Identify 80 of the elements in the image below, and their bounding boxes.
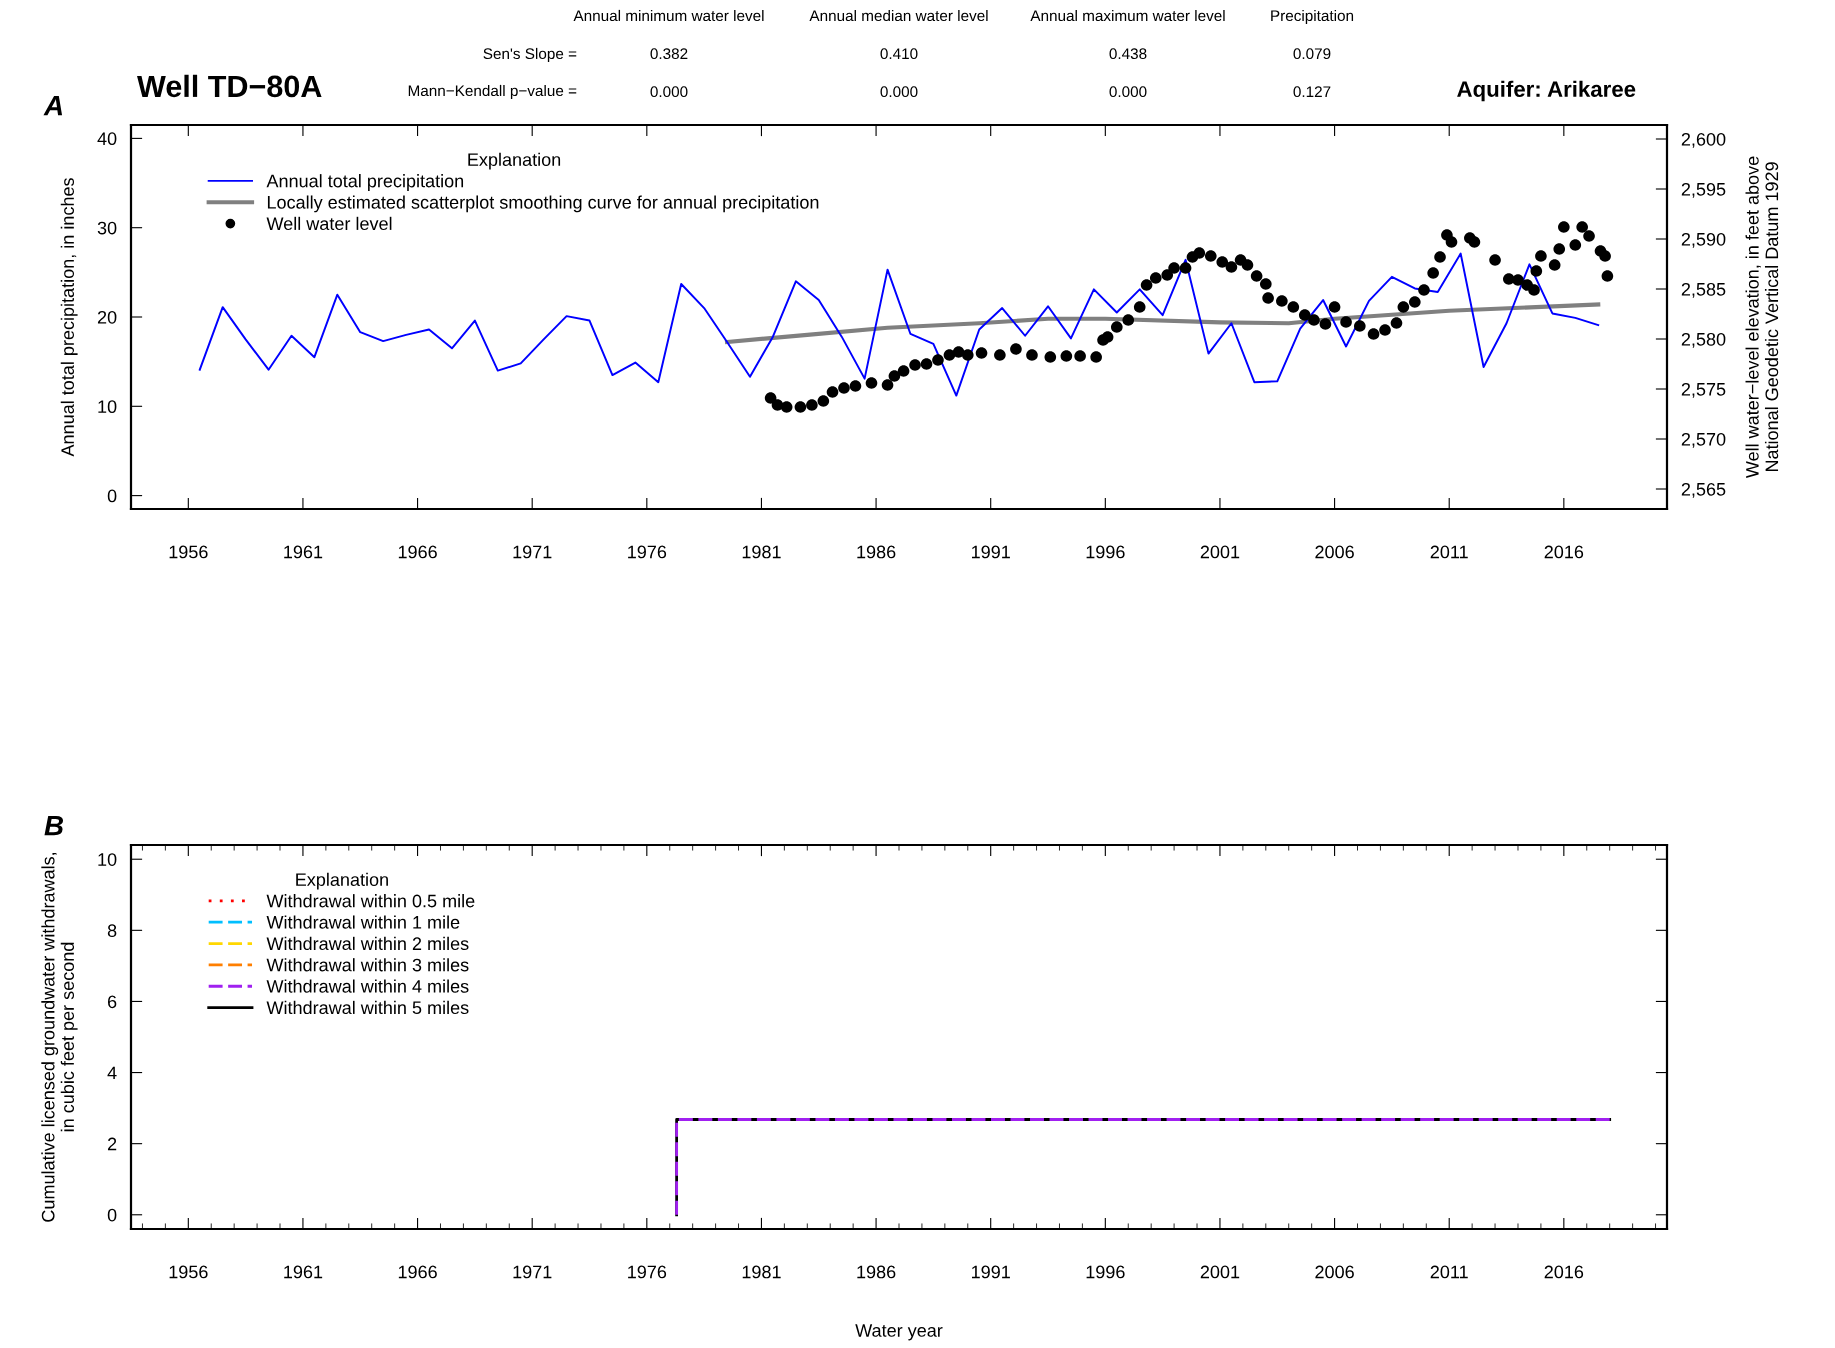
x-tick-label: 1996 <box>1086 545 1125 559</box>
x-tick-label: 2016 <box>1544 1265 1584 1279</box>
text: 0.127 <box>1293 86 1331 98</box>
y-tick-label: 40 <box>97 132 117 146</box>
x-tick-label: 1976 <box>628 1265 667 1279</box>
x-tick-label: 1996 <box>1086 1265 1125 1279</box>
y-axis-title: Cumulative licensed groundwater withdrawals, in cubic feet per second <box>41 852 78 1222</box>
x-tick-label: 2006 <box>1315 1265 1354 1279</box>
text: 0.438 <box>1109 48 1147 60</box>
text: 0.000 <box>880 86 918 98</box>
x-tick-label: 1966 <box>398 1265 437 1279</box>
y-tick-label: 30 <box>97 221 117 235</box>
y2-tick-label: 2,600 <box>1681 132 1726 148</box>
x-tick-label: 1976 <box>628 545 667 559</box>
legend-label: Well water level <box>266 216 392 231</box>
y2-tick-label: 2,570 <box>1681 432 1726 448</box>
x-tick-label: 2016 <box>1544 545 1584 559</box>
y-tick-label: 10 <box>98 400 117 414</box>
y2-tick-label: 2,575 <box>1681 382 1726 398</box>
legend-label: Withdrawal within 2 miles <box>266 936 469 951</box>
legend-title: Explanation <box>296 872 388 890</box>
x-axis-title: Water year <box>855 1324 943 1341</box>
y2-tick-label: 2,580 <box>1681 332 1726 348</box>
legend-label: Withdrawal within 1 mile <box>266 915 460 929</box>
x-tick-label: 1956 <box>169 1265 208 1279</box>
text: 0.000 <box>1109 86 1147 98</box>
y-tick-label: 20 <box>97 310 117 324</box>
y-tick-label: 6 <box>107 995 117 1009</box>
line-series <box>724 302 1601 345</box>
legend-label: Annual total precipitation <box>266 174 464 191</box>
text: 0.079 <box>1293 48 1331 60</box>
legend-label: Withdrawal within 3 miles <box>266 958 469 972</box>
x-tick-label: 1991 <box>972 1265 1010 1279</box>
x-tick-label: 1991 <box>972 545 1010 559</box>
x-tick-label: 1981 <box>742 1265 781 1279</box>
x-tick-label: 1961 <box>284 1265 323 1279</box>
text: Annual minimum water level <box>573 9 764 22</box>
text: 0.382 <box>650 48 688 60</box>
y-tick-label: 0 <box>107 489 117 503</box>
x-tick-label: 2001 <box>1200 1265 1240 1279</box>
y2-tick-label: 2,565 <box>1681 482 1726 498</box>
legend-label: Withdrawal within 0.5 mile <box>266 894 475 908</box>
text: A <box>43 96 63 116</box>
text: Annual median water level <box>809 9 988 22</box>
x-tick-label: 1986 <box>857 545 896 559</box>
x-tick-label: 1966 <box>398 545 437 559</box>
y-tick-label: 2 <box>107 1137 117 1151</box>
y-tick-label: 10 <box>98 853 117 866</box>
y-tick-label: 0 <box>107 1208 117 1222</box>
text: 0.000 <box>650 86 688 98</box>
chart-subtitle: Aquifer: Arikaree <box>1457 80 1636 102</box>
y2-tick-label: 2,585 <box>1681 282 1726 298</box>
x-tick-label: 2011 <box>1430 545 1468 559</box>
text: 0.410 <box>880 48 918 60</box>
legend-label: Withdrawal within 4 miles <box>266 979 469 993</box>
text: Annual maximum water level <box>1030 9 1225 22</box>
y-tick-label: 4 <box>107 1066 117 1080</box>
x-tick-label: 1986 <box>857 1265 896 1279</box>
x-tick-label: 1981 <box>742 545 781 559</box>
text: Mann−Kendall p−value = <box>408 84 577 100</box>
x-tick-label: 1971 <box>513 545 552 559</box>
legend-title: Explanation <box>468 152 561 170</box>
y2-tick-label: 2,595 <box>1681 182 1726 198</box>
text: Sen's Slope = <box>483 47 577 63</box>
x-tick-label: 1956 <box>169 545 208 559</box>
legend-label: Locally estimated scatterplot smoothing curve for annual precipitation <box>267 195 819 213</box>
y2-axis-title: Well water−level elevation, in feet above National Geodetic Vertical Datum 1929 <box>1745 156 1779 479</box>
x-tick-label: 1971 <box>513 1265 552 1279</box>
y-axis-title: Annual total precipitation, in inches <box>60 178 78 457</box>
x-tick-label: 2001 <box>1200 545 1240 559</box>
x-tick-label: 2011 <box>1430 1265 1468 1279</box>
text: B <box>44 816 64 836</box>
text: Precipitation <box>1271 9 1354 25</box>
x-tick-label: 2006 <box>1315 545 1354 559</box>
y2-tick-label: 2,590 <box>1681 232 1726 248</box>
chart-title: Well TD−80A <box>137 74 322 98</box>
x-tick-label: 1961 <box>284 545 323 559</box>
legend-label: Withdrawal within 5 miles <box>266 1000 469 1015</box>
line-series <box>198 252 1600 397</box>
y-tick-label: 8 <box>107 924 117 938</box>
